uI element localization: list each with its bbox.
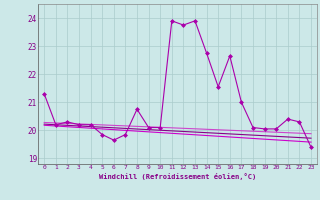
X-axis label: Windchill (Refroidissement éolien,°C): Windchill (Refroidissement éolien,°C) (99, 173, 256, 180)
